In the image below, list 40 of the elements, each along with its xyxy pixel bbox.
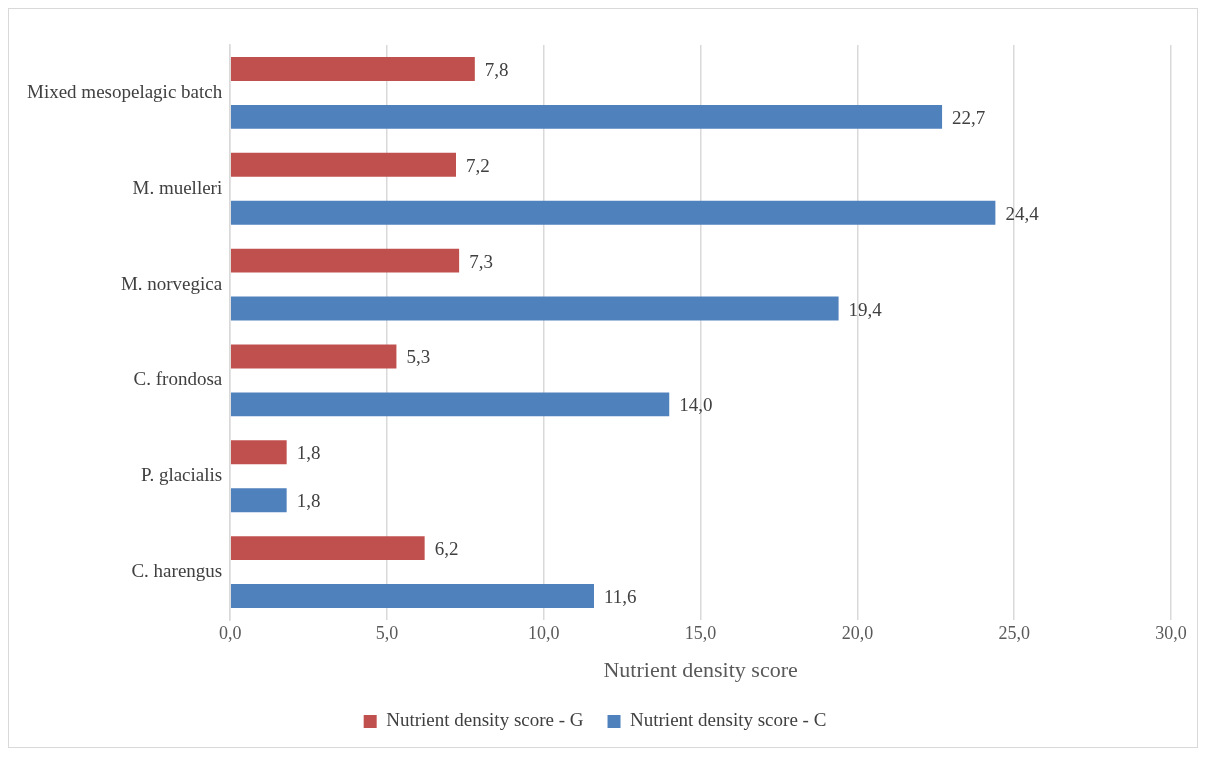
data-label: 19,4 xyxy=(848,298,883,320)
bar xyxy=(230,440,287,465)
legend-label: Nutrient density score - G xyxy=(386,709,584,731)
x-tick-label: 15,0 xyxy=(684,622,717,643)
x-tick-label: 5,0 xyxy=(375,622,399,643)
bar xyxy=(230,248,460,273)
data-label: 7,8 xyxy=(484,58,509,80)
x-tick-label: 30,0 xyxy=(1155,622,1187,643)
bar xyxy=(230,56,475,81)
y-tick-label: M. norvegica xyxy=(120,272,223,294)
data-label: 5,3 xyxy=(406,346,431,368)
data-label: 6,2 xyxy=(434,538,459,560)
data-label: 11,6 xyxy=(603,586,637,608)
data-label: 1,8 xyxy=(296,490,321,512)
bar xyxy=(230,296,839,321)
x-tick-label: 20,0 xyxy=(841,622,874,643)
x-tick-label: 0,0 xyxy=(218,622,242,643)
bar xyxy=(230,200,996,225)
x-axis-title: Nutrient density score xyxy=(603,656,798,682)
bar xyxy=(230,392,670,417)
bar xyxy=(230,584,594,609)
bar xyxy=(230,344,397,369)
data-label: 7,2 xyxy=(466,154,490,176)
x-tick-label: 25,0 xyxy=(998,622,1030,643)
data-label: 1,8 xyxy=(296,442,321,464)
bar xyxy=(230,152,456,177)
y-tick-label: M. muelleri xyxy=(132,176,223,198)
data-label: 14,0 xyxy=(679,394,713,416)
y-tick-label: P. glacialis xyxy=(140,464,223,486)
y-tick-label: C. harengus xyxy=(131,560,223,582)
bar xyxy=(230,488,287,513)
data-label: 7,3 xyxy=(469,250,493,272)
bar xyxy=(230,536,425,561)
bar xyxy=(230,104,943,129)
y-tick-label: C. frondosa xyxy=(133,368,223,390)
x-tick-label: 10,0 xyxy=(528,622,560,643)
data-label: 24,4 xyxy=(1005,202,1040,224)
y-tick-label: Mixed mesopelagic batch xyxy=(27,80,223,102)
data-label: 22,7 xyxy=(952,106,986,128)
legend-label: Nutrient density score - C xyxy=(630,709,827,731)
